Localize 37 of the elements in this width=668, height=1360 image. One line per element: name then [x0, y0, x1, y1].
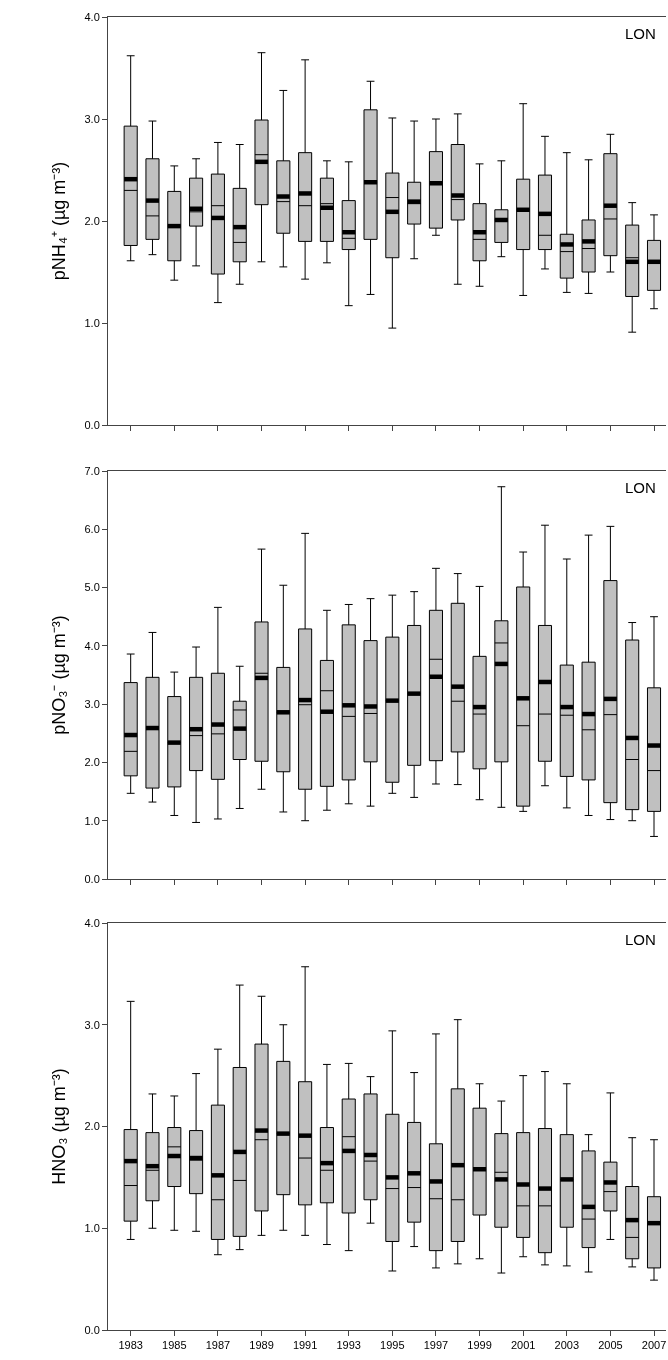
y-tick-label: 3.0 — [84, 112, 100, 125]
x-tick-label: 1999 — [467, 1339, 492, 1352]
y-tick-label: 1.0 — [84, 814, 100, 827]
y-tick-label: 4.0 — [84, 10, 100, 23]
x-tick-label: 1985 — [162, 1339, 187, 1352]
x-tick-label: 1993 — [336, 1339, 361, 1352]
x-tick-label: 1983 — [118, 1339, 143, 1352]
y-tick-label: 0.0 — [84, 418, 100, 431]
x-tick-label: 2003 — [554, 1339, 580, 1352]
x-tick-label: 2001 — [510, 1339, 536, 1352]
y-tick-label: 2.0 — [84, 1120, 100, 1133]
y-tick-label: 2.0 — [84, 214, 100, 227]
y-axis-title: pNO₃⁻ (µg m⁻³) — [48, 615, 69, 735]
x-tick-label: 2005 — [598, 1339, 623, 1352]
y-tick-label: 1.0 — [84, 316, 100, 329]
y-tick-label: 1.0 — [84, 1222, 100, 1235]
x-tick-label: 1995 — [380, 1339, 405, 1352]
y-axis-title: pNH₄⁺ (µg m⁻³) — [48, 161, 69, 281]
x-tick-label: 1997 — [423, 1339, 449, 1352]
y-tick-label: 0.0 — [84, 872, 100, 885]
y-tick-label: 3.0 — [84, 697, 100, 710]
y-tick-label: 6.0 — [84, 523, 100, 536]
y-tick-label: 7.0 — [84, 464, 100, 477]
y-tick-label: 5.0 — [84, 581, 100, 594]
x-tick-label: 1989 — [249, 1339, 274, 1352]
x-tick-label: 1987 — [205, 1339, 231, 1352]
y-tick-label: 4.0 — [84, 639, 100, 652]
annotation: LON — [625, 25, 656, 42]
y-tick-label: 2.0 — [84, 756, 100, 769]
y-axis-title: HNO₃ (µg m⁻³) — [48, 1068, 69, 1185]
x-tick-label: 2007 — [641, 1339, 667, 1352]
annotation: LON — [625, 479, 656, 496]
y-tick-label: 3.0 — [84, 1018, 100, 1031]
annotation: LON — [625, 931, 656, 948]
y-tick-label: 4.0 — [84, 916, 100, 929]
y-tick-label: 0.0 — [84, 1323, 100, 1336]
x-tick-label: 1991 — [292, 1339, 318, 1352]
